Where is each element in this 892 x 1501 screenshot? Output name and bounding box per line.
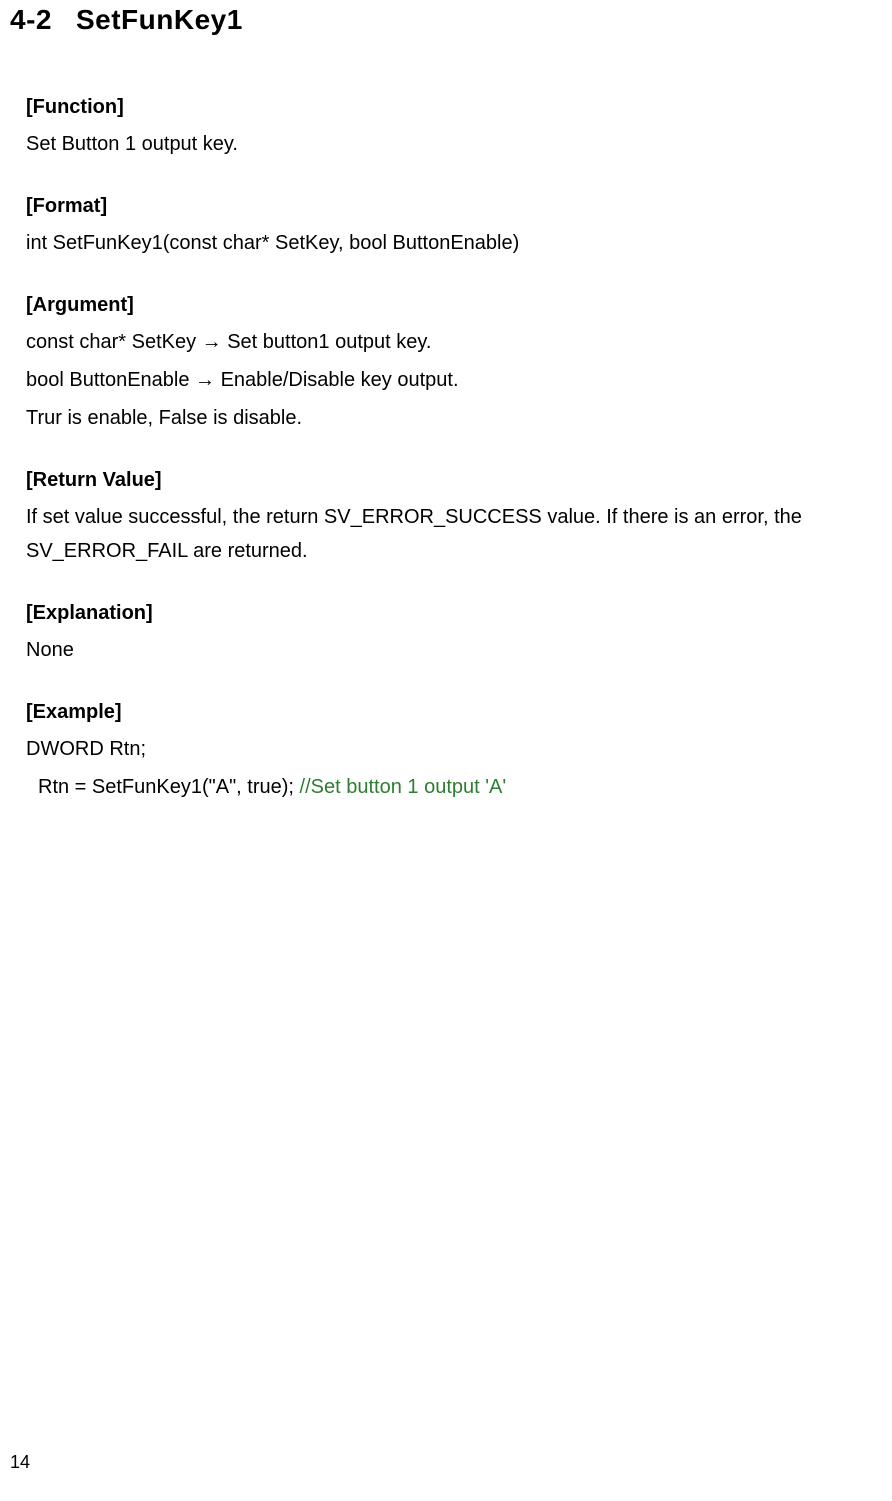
argument-line1-desc: Set button1 output key.	[222, 331, 432, 353]
explanation-label: [Explanation]	[26, 602, 892, 625]
argument-line2: bool ButtonEnable → Enable/Disable key o…	[26, 363, 892, 397]
page-number: 14	[10, 1452, 30, 1473]
document-content: [Function] Set Button 1 output key. [For…	[0, 36, 892, 804]
argument-line2-param: bool ButtonEnable	[26, 369, 195, 391]
example-comment: //Set button 1 output 'A'	[300, 776, 507, 798]
argument-line3: Trur is enable, False is disable.	[26, 401, 892, 435]
format-signature: int SetFunKey1(const char* SetKey, bool …	[26, 226, 892, 260]
example-label: [Example]	[26, 701, 892, 724]
format-block: [Format] int SetFunKey1(const char* SetK…	[26, 195, 892, 260]
return-value-block: [Return Value] If set value successful, …	[26, 469, 892, 568]
function-desc: Set Button 1 output key.	[26, 127, 892, 161]
return-value-label: [Return Value]	[26, 469, 892, 492]
argument-line1: const char* SetKey → Set button1 output …	[26, 325, 892, 359]
explanation-block: [Explanation] None	[26, 602, 892, 667]
example-block: [Example] DWORD Rtn; Rtn = SetFunKey1("A…	[26, 701, 892, 804]
arrow-icon: →	[202, 331, 222, 353]
argument-label: [Argument]	[26, 294, 892, 317]
argument-block: [Argument] const char* SetKey → Set butt…	[26, 294, 892, 435]
example-line1: DWORD Rtn;	[26, 732, 892, 766]
section-heading: 4-2 SetFunKey1	[0, 0, 892, 36]
function-block: [Function] Set Button 1 output key.	[26, 96, 892, 161]
return-value-text: If set value successful, the return SV_E…	[26, 500, 892, 568]
arrow-icon: →	[195, 369, 215, 391]
section-number: 4-2	[10, 4, 52, 35]
argument-line1-param: const char* SetKey	[26, 331, 202, 353]
function-label: [Function]	[26, 96, 892, 119]
example-line2: Rtn = SetFunKey1("A", true); //Set butto…	[26, 770, 892, 804]
format-label: [Format]	[26, 195, 892, 218]
section-title-text: SetFunKey1	[76, 4, 243, 35]
argument-line2-desc: Enable/Disable key output.	[215, 369, 459, 391]
example-code: Rtn = SetFunKey1("A", true);	[38, 776, 300, 798]
explanation-text: None	[26, 633, 892, 667]
